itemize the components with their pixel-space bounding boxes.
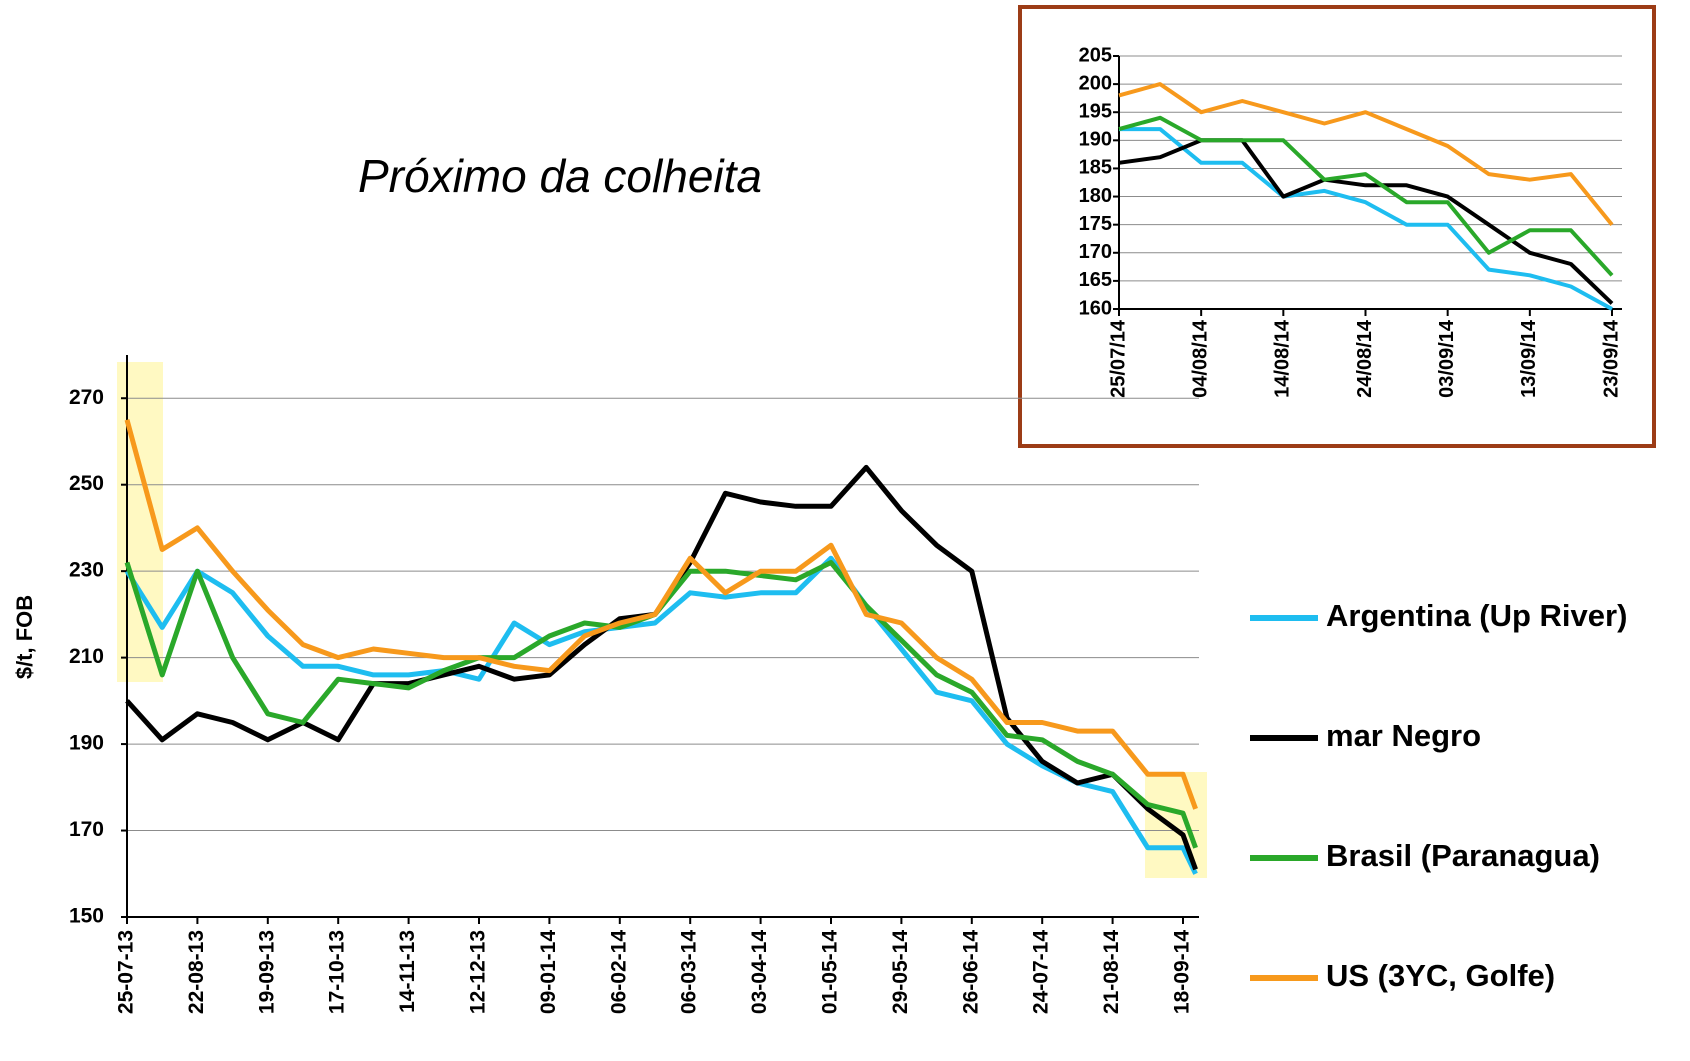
legend-label: Brasil (Paranagua) <box>1326 838 1600 873</box>
y-tick-label: 170 <box>1079 241 1112 263</box>
x-tick-label: 06-03-14 <box>678 930 701 1014</box>
x-tick-label: 24-07-14 <box>1030 930 1053 1014</box>
x-tick-label: 25/07/14 <box>1107 319 1129 398</box>
x-tick-label: 18-09-14 <box>1171 930 1194 1014</box>
series-line <box>1119 127 1613 311</box>
highlight <box>1145 772 1207 878</box>
y-tick-label: 170 <box>69 818 104 841</box>
x-tick-label: 21-08-14 <box>1100 930 1123 1014</box>
y-tick-label: 180 <box>1079 185 1112 207</box>
x-tick-label: 14/08/14 <box>1272 319 1294 398</box>
y-tick-label: 160 <box>1079 297 1112 319</box>
x-tick-label: 25-07-13 <box>115 930 138 1014</box>
y-tick-label: 185 <box>1079 157 1112 179</box>
y-tick-label: 165 <box>1079 269 1112 291</box>
legend-label: US (3YC, Golfe) <box>1326 958 1555 993</box>
x-tick-label: 13/09/14 <box>1518 319 1540 398</box>
x-tick-label: 06-02-14 <box>607 930 630 1014</box>
series-line <box>1118 115 1614 277</box>
y-axis-label: $/t, FOB <box>12 595 37 679</box>
legend-label: mar Negro <box>1326 718 1481 753</box>
x-tick-label: 09-01-14 <box>537 930 560 1014</box>
y-tick-label: 175 <box>1079 213 1112 235</box>
x-tick-label: 19-09-13 <box>255 930 278 1014</box>
series-line <box>124 419 1198 810</box>
series-line <box>125 464 1198 871</box>
x-tick-label: 24/08/14 <box>1354 319 1376 398</box>
y-tick-label: 230 <box>69 559 104 582</box>
y-tick-label: 205 <box>1079 44 1112 66</box>
x-tick-label: 26-06-14 <box>959 930 982 1014</box>
y-tick-label: 200 <box>1079 72 1112 94</box>
x-tick-label: 03/09/14 <box>1436 319 1458 398</box>
y-tick-label: 210 <box>69 645 104 668</box>
x-tick-label: 22-08-13 <box>185 930 208 1014</box>
y-tick-label: 190 <box>1079 129 1112 151</box>
y-tick-label: 190 <box>69 732 104 755</box>
x-tick-label: 04/08/14 <box>1189 319 1211 398</box>
x-tick-label: 17-10-13 <box>326 930 349 1014</box>
y-tick-label: 250 <box>69 472 104 495</box>
chart-title: Próximo da colheita <box>358 150 762 202</box>
series-line <box>1118 82 1614 226</box>
x-tick-label: 29-05-14 <box>889 930 912 1014</box>
legend-label: Argentina (Up River) <box>1326 598 1627 633</box>
x-tick-label: 23/09/14 <box>1600 319 1622 398</box>
y-tick-label: 195 <box>1079 101 1112 123</box>
x-tick-label: 14-11-13 <box>396 930 419 1013</box>
x-tick-label: 01-05-14 <box>819 930 842 1014</box>
inset-frame <box>1018 5 1656 448</box>
series-line <box>124 560 1198 849</box>
y-tick-label: 270 <box>69 386 104 409</box>
series-line <box>124 555 1198 875</box>
y-tick-label: 150 <box>69 905 104 928</box>
x-tick-label: 12-12-13 <box>467 930 490 1014</box>
x-tick-label: 03-04-14 <box>748 930 771 1014</box>
